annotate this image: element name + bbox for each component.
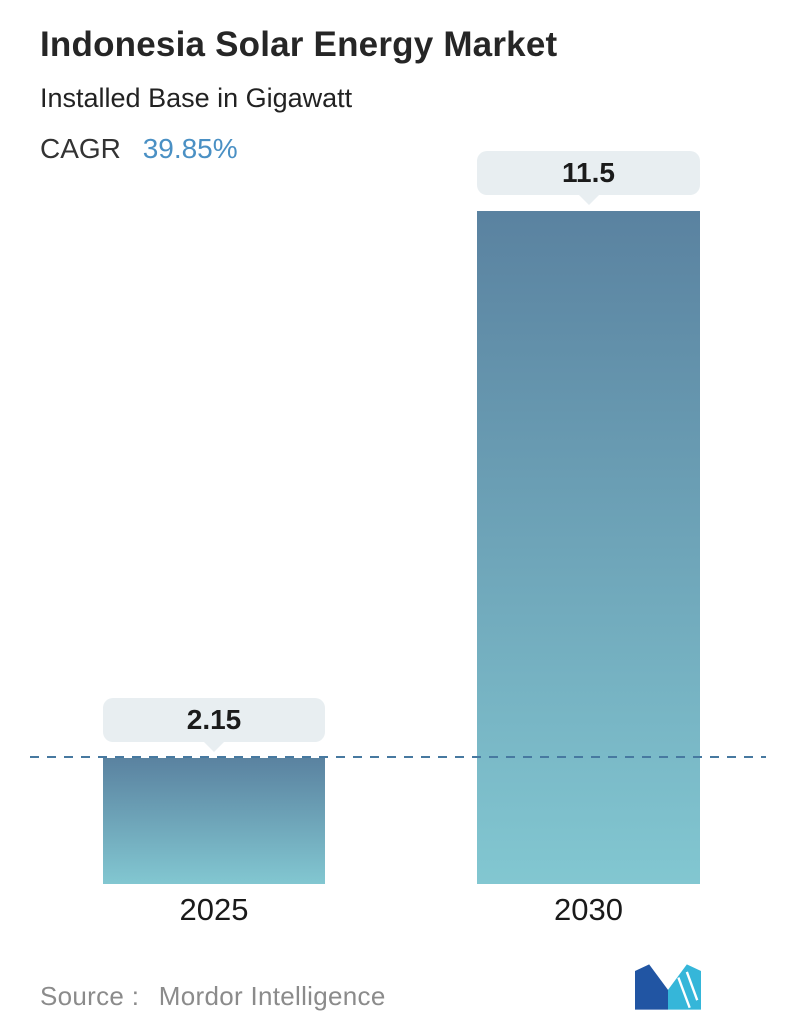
chart-subtitle: Installed Base in Gigawatt bbox=[40, 83, 353, 113]
value-callout: 11.5 bbox=[477, 151, 700, 195]
dashed-threshold-line bbox=[30, 756, 766, 759]
bar-2030 bbox=[477, 211, 700, 884]
x-axis-label-2030: 2030 bbox=[554, 892, 623, 927]
cagr-value: 39.85% bbox=[142, 133, 238, 165]
plot-area: 2.15 11.5 bbox=[30, 151, 766, 884]
source-value: Mordor Intelligence bbox=[158, 981, 386, 1011]
callout-pointer-icon bbox=[202, 740, 226, 753]
cagr-row: CAGR 39.85% bbox=[40, 132, 766, 166]
chart-header: Indonesia Solar Energy Market Installed … bbox=[40, 24, 766, 166]
cagr-label: CAGR bbox=[40, 133, 121, 165]
bar-group-2025: 2.15 bbox=[103, 211, 325, 884]
x-axis-labels: 2025 2030 bbox=[30, 892, 766, 938]
bar-2025 bbox=[103, 758, 325, 884]
mordor-intelligence-logo bbox=[635, 964, 701, 1010]
x-axis-label-2025: 2025 bbox=[179, 892, 249, 927]
bar-group-2030: 11.5 bbox=[477, 151, 700, 884]
value-callout: 2.15 bbox=[103, 698, 325, 743]
source-label: Source : bbox=[40, 981, 140, 1011]
callout-pointer-icon bbox=[576, 193, 601, 205]
chart-title: Indonesia Solar Energy Market bbox=[40, 25, 558, 64]
source-attribution: Source : Mordor Intelligence bbox=[40, 981, 386, 1012]
